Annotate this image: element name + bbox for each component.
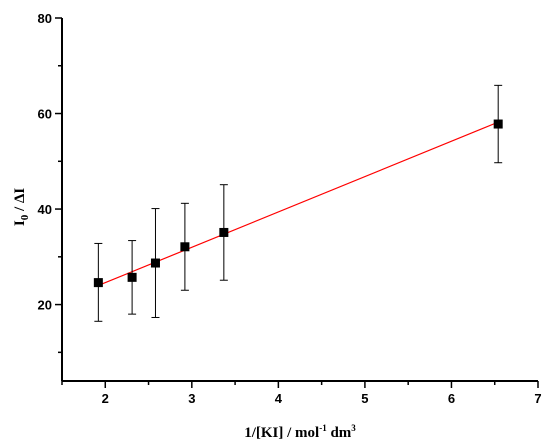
- y-tick-label: 60: [38, 107, 52, 122]
- data-point: [93, 278, 103, 288]
- y-axis-title: I0 / ΔI: [12, 188, 31, 226]
- data-point: [127, 272, 137, 282]
- y-tick-label: 80: [38, 11, 52, 26]
- data-points: [93, 119, 503, 288]
- fit-line-group: [98, 121, 499, 287]
- data-point: [493, 119, 503, 129]
- x-tick-label: 4: [275, 391, 283, 406]
- ticks: 2 3 4 5 6 7 20 40 60 80: [38, 11, 542, 406]
- x-tick-label: 7: [534, 391, 541, 406]
- fit-line: [98, 121, 499, 287]
- x-tick-label: 6: [448, 391, 455, 406]
- data-point: [219, 227, 229, 237]
- y-tick-label: 20: [38, 298, 52, 313]
- x-axis-title: 1/[KI] / mol-1 dm3: [244, 423, 356, 441]
- data-point: [180, 242, 190, 252]
- x-tick-label: 2: [102, 391, 109, 406]
- x-tick-label: 3: [188, 391, 195, 406]
- y-tick-label: 40: [38, 202, 52, 217]
- x-tick-label: 5: [361, 391, 368, 406]
- axes: [61, 18, 538, 382]
- data-point: [150, 258, 160, 268]
